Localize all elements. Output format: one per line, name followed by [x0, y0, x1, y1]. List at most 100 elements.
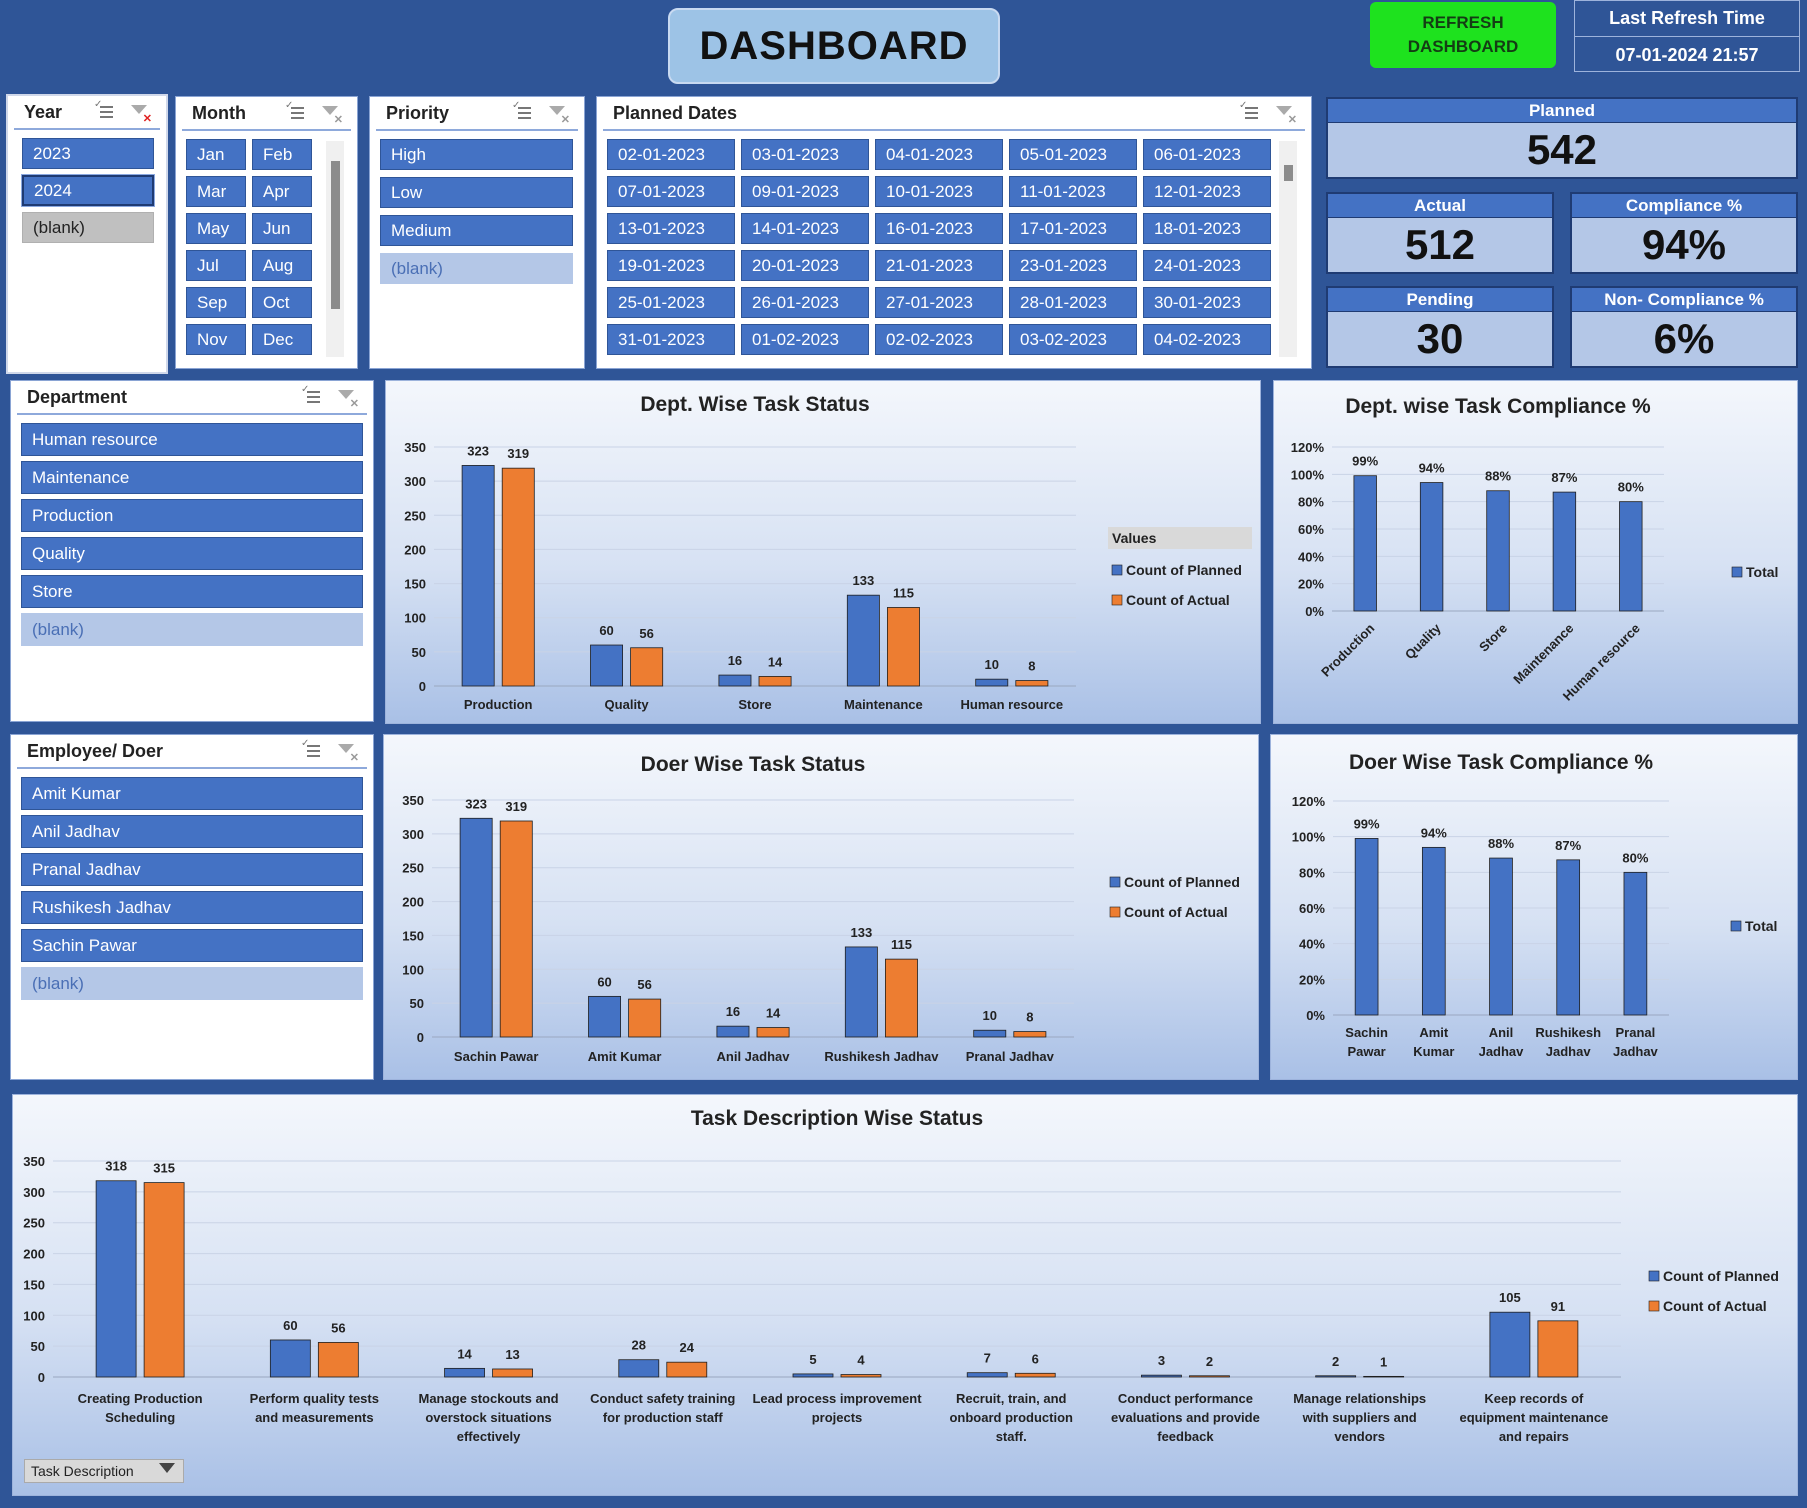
- priority-item-low[interactable]: Low: [380, 177, 573, 208]
- data-label: 4: [857, 1353, 865, 1368]
- y-tick-label: 60%: [1299, 901, 1325, 916]
- y-tick-label: 50: [31, 1339, 45, 1354]
- task-description-field-button[interactable]: Task Description: [24, 1459, 184, 1483]
- chart-title: Dept. Wise Task Status: [640, 393, 869, 416]
- month-item-jul[interactable]: Jul: [186, 250, 246, 281]
- month-item-sep[interactable]: Sep: [186, 287, 246, 318]
- multi-select-icon[interactable]: [1239, 102, 1259, 122]
- department-item-production[interactable]: Production: [21, 499, 363, 532]
- month-item-oct[interactable]: Oct: [252, 287, 312, 318]
- date-item[interactable]: 12-01-2023: [1143, 176, 1271, 207]
- date-item[interactable]: 06-01-2023: [1143, 139, 1271, 170]
- date-item[interactable]: 02-02-2023: [875, 324, 1003, 355]
- bar: [1189, 1375, 1230, 1378]
- date-item[interactable]: 26-01-2023: [741, 287, 869, 318]
- date-item[interactable]: 21-01-2023: [875, 250, 1003, 281]
- date-item[interactable]: 09-01-2023: [741, 176, 869, 207]
- clear-filter-icon[interactable]: [548, 104, 570, 126]
- multi-select-icon[interactable]: [301, 386, 321, 406]
- date-item[interactable]: 04-02-2023: [1143, 324, 1271, 355]
- date-item[interactable]: 13-01-2023: [607, 213, 735, 244]
- date-item[interactable]: 11-01-2023: [1009, 176, 1137, 207]
- date-item[interactable]: 10-01-2023: [875, 176, 1003, 207]
- employee-item-amit-kumar[interactable]: Amit Kumar: [21, 777, 363, 810]
- department-item-maintenance[interactable]: Maintenance: [21, 461, 363, 494]
- month-item-jun[interactable]: Jun: [252, 213, 312, 244]
- bar: [1363, 1375, 1405, 1378]
- date-item[interactable]: 23-01-2023: [1009, 250, 1137, 281]
- employee-item-rushikesh-jadhav[interactable]: Rushikesh Jadhav: [21, 891, 363, 924]
- bar: [317, 1342, 359, 1378]
- date-item[interactable]: 27-01-2023: [875, 287, 1003, 318]
- month-item-dec[interactable]: Dec: [252, 324, 312, 355]
- month-item-nov[interactable]: Nov: [186, 324, 246, 355]
- date-item[interactable]: 05-01-2023: [1009, 139, 1137, 170]
- department-item-quality[interactable]: Quality: [21, 537, 363, 570]
- employee-item-pranal-jadhav[interactable]: Pranal Jadhav: [21, 853, 363, 886]
- chart-title: Doer Wise Task Compliance %: [1349, 751, 1653, 774]
- priority-slicer: Priority High Low Medium (blank): [369, 96, 585, 369]
- data-label: 56: [637, 977, 651, 992]
- year-item-2024[interactable]: 2024: [21, 174, 155, 207]
- clear-filter-icon[interactable]: [321, 104, 343, 126]
- date-item[interactable]: 04-01-2023: [875, 139, 1003, 170]
- data-label: 323: [467, 443, 489, 458]
- clear-filter-icon[interactable]: [130, 103, 152, 125]
- refresh-dashboard-button[interactable]: REFRESH DASHBOARD: [1370, 2, 1556, 68]
- legend-label: Count of Actual: [1124, 904, 1228, 920]
- employee-item-sachin-pawar[interactable]: Sachin Pawar: [21, 929, 363, 962]
- planned-dates-scrollbar[interactable]: [1279, 141, 1297, 357]
- data-label: 5: [809, 1352, 816, 1367]
- month-item-mar[interactable]: Mar: [186, 176, 246, 207]
- data-label: 315: [153, 1161, 175, 1176]
- date-item[interactable]: 02-01-2023: [607, 139, 735, 170]
- date-item[interactable]: 18-01-2023: [1143, 213, 1271, 244]
- multi-select-icon[interactable]: [94, 101, 114, 121]
- priority-item-high[interactable]: High: [380, 139, 573, 170]
- year-item-2023[interactable]: 2023: [22, 138, 154, 169]
- date-item[interactable]: 20-01-2023: [741, 250, 869, 281]
- bar: [143, 1182, 185, 1378]
- date-item[interactable]: 14-01-2023: [741, 213, 869, 244]
- department-item-human-resource[interactable]: Human resource: [21, 423, 363, 456]
- date-item[interactable]: 03-02-2023: [1009, 324, 1137, 355]
- date-item[interactable]: 30-01-2023: [1143, 287, 1271, 318]
- clear-filter-icon[interactable]: [1275, 104, 1297, 126]
- clear-filter-icon[interactable]: [337, 742, 359, 764]
- month-item-aug[interactable]: Aug: [252, 250, 312, 281]
- employee-item-anil-jadhav[interactable]: Anil Jadhav: [21, 815, 363, 848]
- multi-select-icon[interactable]: [512, 102, 532, 122]
- department-item-store[interactable]: Store: [21, 575, 363, 608]
- year-item-blank[interactable]: (blank): [22, 212, 154, 243]
- department-item-blank[interactable]: (blank): [21, 613, 363, 646]
- month-item-feb[interactable]: Feb: [252, 139, 312, 170]
- date-item[interactable]: 19-01-2023: [607, 250, 735, 281]
- clear-filter-icon[interactable]: [337, 388, 359, 410]
- date-item[interactable]: 07-01-2023: [607, 176, 735, 207]
- x-tick-label: Creating Production Scheduling: [78, 1391, 203, 1425]
- filter-dropdown-icon[interactable]: [159, 1463, 175, 1473]
- multi-select-icon[interactable]: [301, 740, 321, 760]
- date-item[interactable]: 25-01-2023: [607, 287, 735, 318]
- date-item[interactable]: 24-01-2023: [1143, 250, 1271, 281]
- multi-select-icon[interactable]: [285, 102, 305, 122]
- bar: [758, 676, 792, 687]
- x-tick-label: Human resource: [961, 697, 1064, 712]
- bar: [792, 1373, 834, 1378]
- priority-item-medium[interactable]: Medium: [380, 215, 573, 246]
- date-item[interactable]: 03-01-2023: [741, 139, 869, 170]
- x-tick-label: Quality: [1402, 620, 1444, 662]
- month-item-may[interactable]: May: [186, 213, 246, 244]
- date-item[interactable]: 16-01-2023: [875, 213, 1003, 244]
- month-item-jan[interactable]: Jan: [186, 139, 246, 170]
- y-tick-label: 0: [38, 1370, 45, 1385]
- kpi-actual: Actual 512: [1326, 192, 1554, 274]
- date-item[interactable]: 01-02-2023: [741, 324, 869, 355]
- date-item[interactable]: 17-01-2023: [1009, 213, 1137, 244]
- employee-item-blank[interactable]: (blank): [21, 967, 363, 1000]
- month-item-apr[interactable]: Apr: [252, 176, 312, 207]
- date-item[interactable]: 28-01-2023: [1009, 287, 1137, 318]
- month-scrollbar[interactable]: [326, 141, 344, 357]
- date-item[interactable]: 31-01-2023: [607, 324, 735, 355]
- priority-item-blank[interactable]: (blank): [380, 253, 573, 284]
